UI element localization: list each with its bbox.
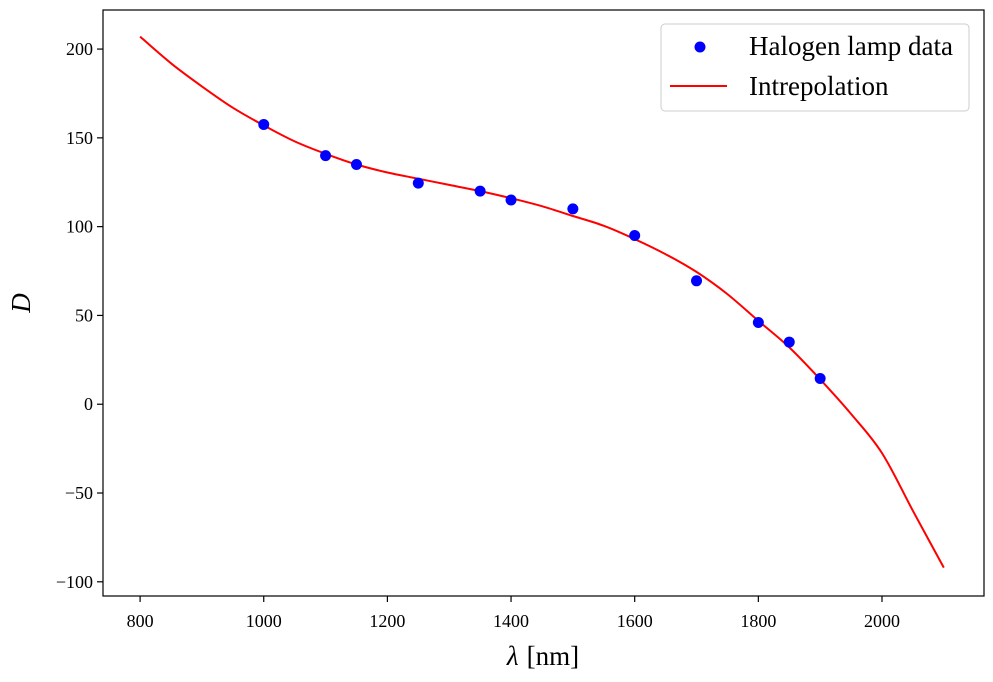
x-axis-symbol: λ <box>506 641 519 671</box>
data-point <box>783 336 795 348</box>
data-point <box>505 194 517 206</box>
data-point <box>629 230 641 242</box>
y-tick-label: −50 <box>65 483 93 503</box>
legend-label-halogen: Halogen lamp data <box>749 31 953 61</box>
y-tick-label: 200 <box>66 39 93 59</box>
data-point <box>320 150 332 162</box>
y-tick-label: 100 <box>66 217 93 237</box>
x-tick-label: 1600 <box>617 611 653 631</box>
x-tick-label: 2000 <box>864 611 900 631</box>
y-tick-label: 150 <box>66 128 93 148</box>
data-point <box>567 203 579 215</box>
y-tick-label: −100 <box>56 572 93 592</box>
data-point <box>258 119 270 131</box>
data-points <box>258 119 826 384</box>
legend-marker-halogen <box>694 41 706 53</box>
y-axis-title: D <box>6 293 36 314</box>
x-tick-label: 1400 <box>493 611 529 631</box>
x-tick-label: 1000 <box>246 611 282 631</box>
x-axis: 800 1000 1200 1400 1600 1800 2000 <box>127 596 900 631</box>
x-tick-label: 800 <box>127 611 154 631</box>
x-tick-label: 1800 <box>740 611 776 631</box>
x-tick-label: 1200 <box>369 611 405 631</box>
plot-frame <box>102 9 985 597</box>
x-axis-title: λ [nm] <box>506 641 579 671</box>
data-point <box>474 185 486 197</box>
y-tick-label: 50 <box>75 305 93 325</box>
data-point <box>412 177 424 189</box>
y-tick-label: 0 <box>84 394 93 414</box>
data-point <box>350 158 362 170</box>
y-axis: −100 −50 0 50 100 150 200 <box>56 39 103 592</box>
legend-box <box>660 23 970 112</box>
legend-label-interpolation: Intrepolation <box>749 71 889 101</box>
interpolation-line <box>139 35 945 569</box>
data-point <box>752 317 764 329</box>
data-point <box>814 372 826 384</box>
x-axis-unit: [nm] <box>527 641 579 671</box>
data-point <box>691 275 703 287</box>
legend: Halogen lamp data Intrepolation <box>660 23 970 112</box>
